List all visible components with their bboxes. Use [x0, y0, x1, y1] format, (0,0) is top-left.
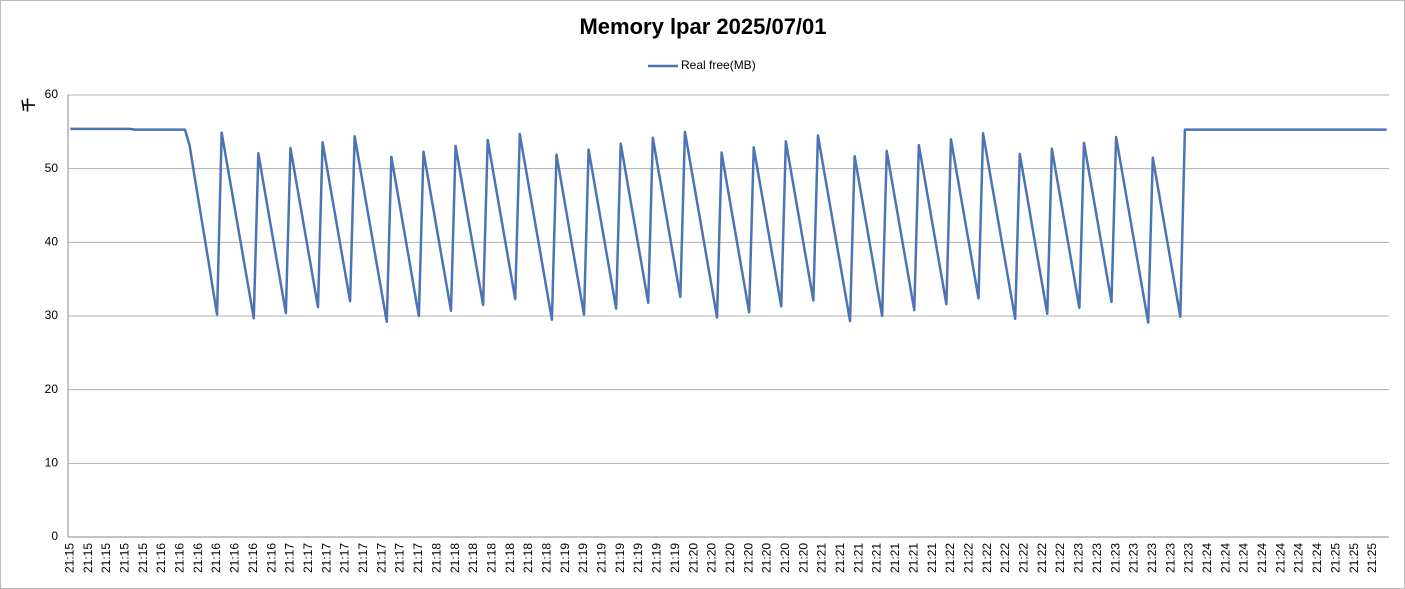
- x-tick-label: 21:16: [264, 543, 278, 573]
- x-tick-label: 21:24: [1200, 543, 1214, 573]
- legend-label: Real free(MB): [681, 58, 756, 72]
- x-tick-label: 21:23: [1145, 543, 1159, 573]
- x-tick-label: 21:24: [1237, 543, 1251, 573]
- x-tick-label: 21:24: [1218, 543, 1232, 573]
- x-tick-label: 21:18: [448, 543, 462, 573]
- x-tick-label: 21:21: [870, 543, 884, 573]
- x-tick-label: 21:24: [1255, 543, 1269, 573]
- x-tick-label: 21:23: [1072, 543, 1086, 573]
- y-tick-label: 20: [45, 382, 59, 396]
- x-tick-label: 21:20: [760, 543, 774, 573]
- x-tick-label: 21:21: [925, 543, 939, 573]
- x-tick-label: 21:16: [246, 543, 260, 573]
- x-tick-label: 21:21: [906, 543, 920, 573]
- x-tick-label: 21:20: [705, 543, 719, 573]
- x-tick-label: 21:16: [154, 543, 168, 573]
- x-tick-label: 21:25: [1365, 543, 1379, 573]
- y-axis-label: 千: [21, 98, 37, 112]
- x-tick-label: 21:22: [980, 543, 994, 573]
- x-tick-label: 21:17: [283, 543, 297, 573]
- x-tick-label: 21:19: [668, 543, 682, 573]
- y-tick-label: 10: [45, 456, 59, 470]
- x-tick-label: 21:18: [521, 543, 535, 573]
- x-tick-label: 21:20: [686, 543, 700, 573]
- x-tick-label: 21:20: [796, 543, 810, 573]
- x-tick-label: 21:15: [62, 543, 76, 573]
- x-tick-label: 21:24: [1273, 543, 1287, 573]
- x-tick-label: 21:19: [558, 543, 572, 573]
- x-tick-label: 21:15: [99, 543, 113, 573]
- x-tick-label: 21:15: [81, 543, 95, 573]
- x-tick-label: 21:18: [484, 543, 498, 573]
- y-tick-label: 0: [51, 529, 58, 543]
- chart-title: Memory lpar 2025/07/01: [579, 14, 826, 39]
- x-tick-label: 21:17: [374, 543, 388, 573]
- x-tick-label: 21:19: [595, 543, 609, 573]
- x-tick-label: 21:16: [191, 543, 205, 573]
- x-tick-label: 21:23: [1108, 543, 1122, 573]
- x-tick-label: 21:22: [961, 543, 975, 573]
- y-tick-label: 40: [45, 235, 59, 249]
- x-tick-label: 21:21: [815, 543, 829, 573]
- x-tick-label: 21:20: [778, 543, 792, 573]
- x-tick-label: 21:24: [1310, 543, 1324, 573]
- x-tick-label: 21:18: [466, 543, 480, 573]
- x-tick-label: 21:20: [723, 543, 737, 573]
- x-tick-label: 21:23: [1127, 543, 1141, 573]
- x-tick-label: 21:19: [631, 543, 645, 573]
- x-tick-label: 21:22: [943, 543, 957, 573]
- y-tick-label: 50: [45, 161, 59, 175]
- x-tick-label: 21:17: [319, 543, 333, 573]
- x-tick-label: 21:19: [613, 543, 627, 573]
- x-tick-label: 21:17: [301, 543, 315, 573]
- x-tick-label: 21:18: [503, 543, 517, 573]
- x-tick-label: 21:20: [741, 543, 755, 573]
- x-tick-label: 21:15: [118, 543, 132, 573]
- x-tick-label: 21:18: [429, 543, 443, 573]
- x-tick-label: 21:22: [1035, 543, 1049, 573]
- y-tick-label: 30: [45, 308, 59, 322]
- x-tick-label: 21:22: [1017, 543, 1031, 573]
- x-tick-label: 21:17: [393, 543, 407, 573]
- x-tick-label: 21:17: [338, 543, 352, 573]
- x-tick-label: 21:19: [650, 543, 664, 573]
- x-tick-label: 21:25: [1328, 543, 1342, 573]
- x-tick-label: 21:23: [1090, 543, 1104, 573]
- x-tick-label: 21:24: [1292, 543, 1306, 573]
- x-tick-label: 21:16: [228, 543, 242, 573]
- x-tick-label: 21:19: [576, 543, 590, 573]
- x-tick-label: 21:21: [888, 543, 902, 573]
- x-tick-label: 21:22: [998, 543, 1012, 573]
- x-tick-label: 21:16: [173, 543, 187, 573]
- y-tick-label: 60: [45, 87, 59, 101]
- x-tick-label: 21:21: [833, 543, 847, 573]
- x-tick-label: 21:25: [1347, 543, 1361, 573]
- data-line: [70, 127, 1387, 324]
- x-tick-label: 21:15: [136, 543, 150, 573]
- x-tick-label: 21:23: [1182, 543, 1196, 573]
- x-tick-label: 21:16: [209, 543, 223, 573]
- x-tick-label: 21:21: [851, 543, 865, 573]
- x-tick-label: 21:17: [411, 543, 425, 573]
- x-tick-label: 21:17: [356, 543, 370, 573]
- x-tick-label: 21:18: [539, 543, 553, 573]
- x-tick-label: 21:22: [1053, 543, 1067, 573]
- x-tick-label: 21:23: [1163, 543, 1177, 573]
